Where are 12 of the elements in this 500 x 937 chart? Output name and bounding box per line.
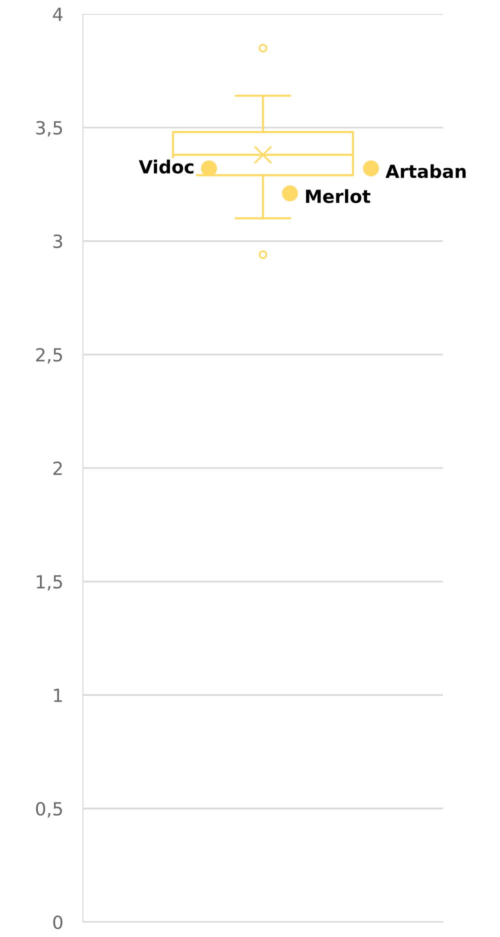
- y-tick-label: 0: [53, 915, 62, 930]
- y-tick-label: 1,5: [36, 575, 62, 590]
- y-tick-label: 2,5: [36, 348, 62, 364]
- y-tick-label: 3: [53, 234, 62, 248]
- y-tick-label: 1: [54, 688, 62, 702]
- y-tick-label: 0,5: [36, 802, 62, 818]
- y-tick-label: 2: [53, 461, 62, 475]
- y-tick-label: 3,5: [36, 121, 62, 137]
- series-label: Vidoc: [138, 160, 194, 174]
- y-tick-label: 4: [52, 8, 63, 21]
- series-label: Artaban: [385, 164, 466, 178]
- series-label: Merlot: [306, 189, 370, 204]
